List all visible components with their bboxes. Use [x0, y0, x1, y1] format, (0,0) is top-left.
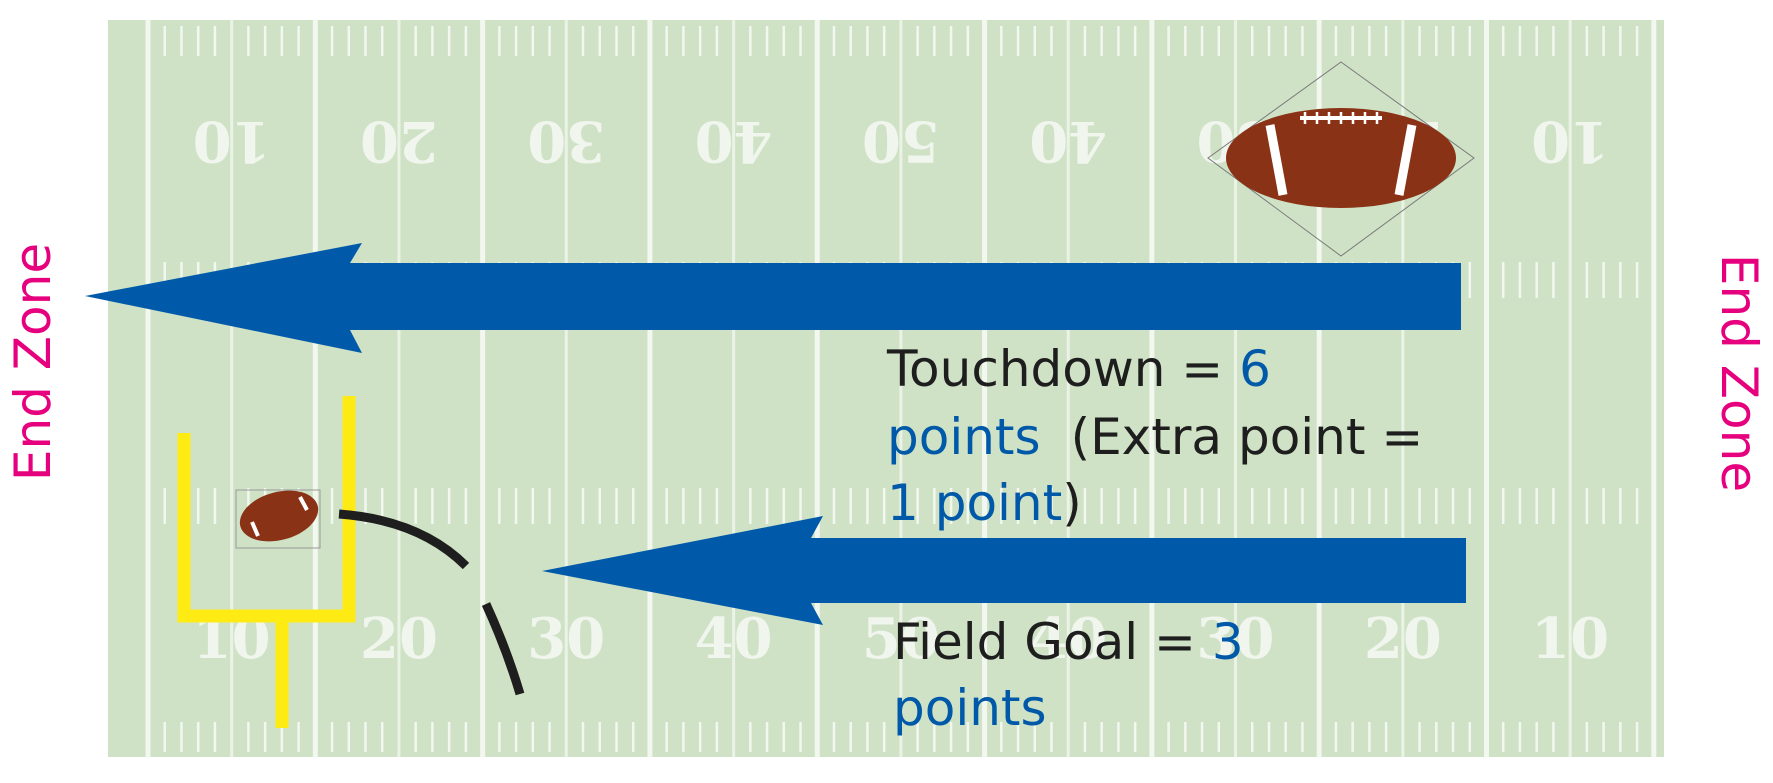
extra-point: (Extra point = — [1071, 408, 1424, 466]
football-laces — [1305, 112, 1377, 124]
label: Field Goal = — [893, 613, 1212, 671]
close: ) — [1062, 474, 1082, 532]
field-goal-text: Field Goal = 3 — [893, 613, 1244, 671]
extra-points: 1 point — [887, 474, 1062, 532]
yard-number: 30 — [527, 108, 605, 174]
points: 3 — [1212, 613, 1244, 671]
touchdown-text: Touchdown = 6 — [886, 340, 1271, 398]
yard-number: 10 — [193, 108, 271, 174]
yard-number: 40 — [695, 108, 773, 174]
field-goal-text: points — [893, 679, 1047, 737]
yard-number: 20 — [1364, 606, 1442, 672]
slide: 101020203030404050504040303020201010 End… — [0, 0, 1773, 783]
end-zone-label: End Zone — [4, 243, 62, 481]
yard-number: 40 — [695, 606, 773, 672]
yard-number: 40 — [1029, 108, 1107, 174]
yard-number: 30 — [527, 606, 605, 672]
label: Touchdown = — [886, 340, 1239, 398]
points-word: points — [887, 408, 1041, 466]
yard-number: 10 — [1531, 108, 1609, 174]
yard-number: 50 — [862, 108, 940, 174]
points-word: points — [893, 679, 1047, 737]
yard-number: 10 — [1531, 606, 1609, 672]
yard-number: 20 — [360, 108, 438, 174]
touchdown-text: 1 point) — [887, 474, 1082, 532]
yard-number: 20 — [360, 606, 438, 672]
points: 6 — [1239, 340, 1271, 398]
touchdown-text: points (Extra point = — [887, 408, 1423, 466]
end-zone-label: End Zone — [1710, 254, 1768, 492]
